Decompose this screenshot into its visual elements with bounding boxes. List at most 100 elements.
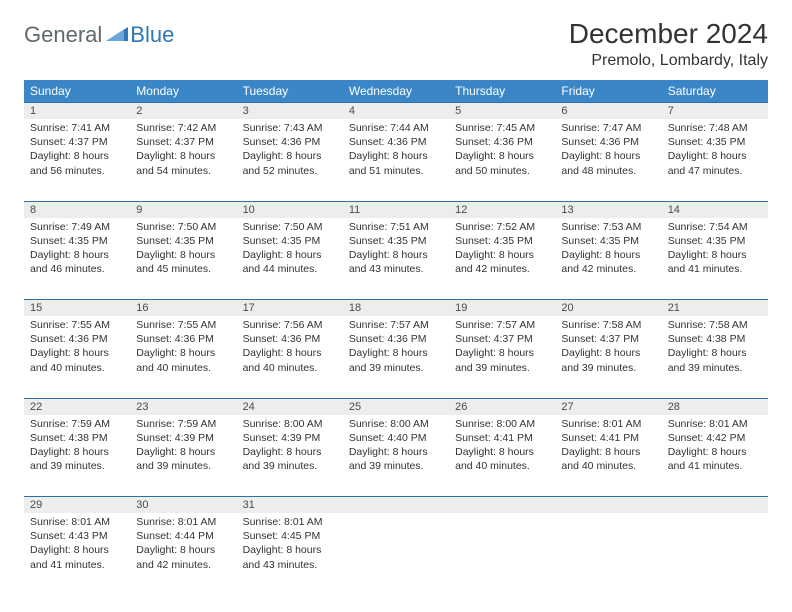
day-d2: and 42 minutes. xyxy=(455,262,549,276)
day-content-cell xyxy=(343,513,449,595)
day-d1: Daylight: 8 hours xyxy=(455,149,549,163)
day-number-cell: 26 xyxy=(449,398,555,415)
day-d1: Daylight: 8 hours xyxy=(30,248,124,262)
day-d1: Daylight: 8 hours xyxy=(243,445,337,459)
brand-part2: Blue xyxy=(130,22,174,48)
day-number-cell: 17 xyxy=(237,300,343,317)
day-number-cell xyxy=(555,497,661,514)
day-content-cell: Sunrise: 7:50 AMSunset: 4:35 PMDaylight:… xyxy=(237,218,343,300)
day-ss: Sunset: 4:35 PM xyxy=(349,234,443,248)
day-sr: Sunrise: 7:53 AM xyxy=(561,220,655,234)
weekday-header: Wednesday xyxy=(343,80,449,103)
day-sr: Sunrise: 7:54 AM xyxy=(668,220,762,234)
day-number-row: 22232425262728 xyxy=(24,398,768,415)
day-ss: Sunset: 4:35 PM xyxy=(561,234,655,248)
day-d1: Daylight: 8 hours xyxy=(455,248,549,262)
day-content-cell: Sunrise: 7:51 AMSunset: 4:35 PMDaylight:… xyxy=(343,218,449,300)
day-ss: Sunset: 4:37 PM xyxy=(30,135,124,149)
day-d1: Daylight: 8 hours xyxy=(668,445,762,459)
day-sr: Sunrise: 8:00 AM xyxy=(243,417,337,431)
day-ss: Sunset: 4:35 PM xyxy=(455,234,549,248)
day-number-cell xyxy=(343,497,449,514)
day-number-cell: 24 xyxy=(237,398,343,415)
day-sr: Sunrise: 8:00 AM xyxy=(349,417,443,431)
day-d2: and 39 minutes. xyxy=(243,459,337,473)
day-d1: Daylight: 8 hours xyxy=(349,346,443,360)
day-number-cell: 20 xyxy=(555,300,661,317)
weekday-header: Sunday xyxy=(24,80,130,103)
day-content-cell: Sunrise: 7:41 AMSunset: 4:37 PMDaylight:… xyxy=(24,119,130,201)
day-d1: Daylight: 8 hours xyxy=(668,149,762,163)
day-number-cell: 19 xyxy=(449,300,555,317)
day-content-cell: Sunrise: 8:01 AMSunset: 4:45 PMDaylight:… xyxy=(237,513,343,595)
day-number-cell: 1 xyxy=(24,103,130,120)
day-d1: Daylight: 8 hours xyxy=(349,445,443,459)
day-ss: Sunset: 4:39 PM xyxy=(243,431,337,445)
day-content-cell xyxy=(555,513,661,595)
day-number-cell: 25 xyxy=(343,398,449,415)
day-sr: Sunrise: 7:57 AM xyxy=(349,318,443,332)
day-sr: Sunrise: 8:01 AM xyxy=(243,515,337,529)
day-sr: Sunrise: 7:58 AM xyxy=(668,318,762,332)
day-sr: Sunrise: 7:47 AM xyxy=(561,121,655,135)
day-number-cell: 2 xyxy=(130,103,236,120)
page-header: General Blue December 2024 Premolo, Lomb… xyxy=(24,18,768,70)
day-sr: Sunrise: 7:58 AM xyxy=(561,318,655,332)
day-d2: and 41 minutes. xyxy=(668,262,762,276)
day-content-cell: Sunrise: 7:54 AMSunset: 4:35 PMDaylight:… xyxy=(662,218,768,300)
day-d1: Daylight: 8 hours xyxy=(349,248,443,262)
day-sr: Sunrise: 8:01 AM xyxy=(668,417,762,431)
day-d1: Daylight: 8 hours xyxy=(136,346,230,360)
day-ss: Sunset: 4:41 PM xyxy=(455,431,549,445)
day-ss: Sunset: 4:44 PM xyxy=(136,529,230,543)
day-number-cell: 10 xyxy=(237,201,343,218)
day-d2: and 47 minutes. xyxy=(668,164,762,178)
day-sr: Sunrise: 7:59 AM xyxy=(30,417,124,431)
day-ss: Sunset: 4:36 PM xyxy=(243,332,337,346)
day-ss: Sunset: 4:35 PM xyxy=(668,234,762,248)
day-ss: Sunset: 4:36 PM xyxy=(349,135,443,149)
day-content-cell: Sunrise: 7:59 AMSunset: 4:38 PMDaylight:… xyxy=(24,415,130,497)
day-content-row: Sunrise: 7:49 AMSunset: 4:35 PMDaylight:… xyxy=(24,218,768,300)
day-content-cell: Sunrise: 7:56 AMSunset: 4:36 PMDaylight:… xyxy=(237,316,343,398)
day-d2: and 39 minutes. xyxy=(455,361,549,375)
day-d2: and 40 minutes. xyxy=(136,361,230,375)
day-content-cell: Sunrise: 8:00 AMSunset: 4:40 PMDaylight:… xyxy=(343,415,449,497)
day-content-cell: Sunrise: 7:55 AMSunset: 4:36 PMDaylight:… xyxy=(130,316,236,398)
day-d2: and 51 minutes. xyxy=(349,164,443,178)
day-ss: Sunset: 4:43 PM xyxy=(30,529,124,543)
day-sr: Sunrise: 8:00 AM xyxy=(455,417,549,431)
day-ss: Sunset: 4:38 PM xyxy=(30,431,124,445)
day-d2: and 39 minutes. xyxy=(349,459,443,473)
weekday-header: Thursday xyxy=(449,80,555,103)
day-content-cell xyxy=(662,513,768,595)
day-content-cell: Sunrise: 7:45 AMSunset: 4:36 PMDaylight:… xyxy=(449,119,555,201)
day-number-cell xyxy=(449,497,555,514)
day-sr: Sunrise: 7:57 AM xyxy=(455,318,549,332)
day-number-row: 293031 xyxy=(24,497,768,514)
day-sr: Sunrise: 7:56 AM xyxy=(243,318,337,332)
brand-part1: General xyxy=(24,22,102,48)
day-d1: Daylight: 8 hours xyxy=(243,149,337,163)
day-ss: Sunset: 4:36 PM xyxy=(455,135,549,149)
day-d1: Daylight: 8 hours xyxy=(243,346,337,360)
day-sr: Sunrise: 7:51 AM xyxy=(349,220,443,234)
day-d1: Daylight: 8 hours xyxy=(136,543,230,557)
day-sr: Sunrise: 8:01 AM xyxy=(30,515,124,529)
day-content-cell: Sunrise: 7:48 AMSunset: 4:35 PMDaylight:… xyxy=(662,119,768,201)
day-sr: Sunrise: 7:41 AM xyxy=(30,121,124,135)
day-d2: and 48 minutes. xyxy=(561,164,655,178)
day-d1: Daylight: 8 hours xyxy=(136,248,230,262)
day-content-cell: Sunrise: 8:01 AMSunset: 4:41 PMDaylight:… xyxy=(555,415,661,497)
day-number-cell: 23 xyxy=(130,398,236,415)
day-d2: and 41 minutes. xyxy=(668,459,762,473)
day-ss: Sunset: 4:35 PM xyxy=(30,234,124,248)
day-ss: Sunset: 4:35 PM xyxy=(243,234,337,248)
day-d2: and 40 minutes. xyxy=(455,459,549,473)
day-content-cell: Sunrise: 7:57 AMSunset: 4:37 PMDaylight:… xyxy=(449,316,555,398)
day-number-cell: 16 xyxy=(130,300,236,317)
day-d2: and 52 minutes. xyxy=(243,164,337,178)
day-d2: and 39 minutes. xyxy=(561,361,655,375)
day-d1: Daylight: 8 hours xyxy=(561,346,655,360)
day-d2: and 40 minutes. xyxy=(30,361,124,375)
